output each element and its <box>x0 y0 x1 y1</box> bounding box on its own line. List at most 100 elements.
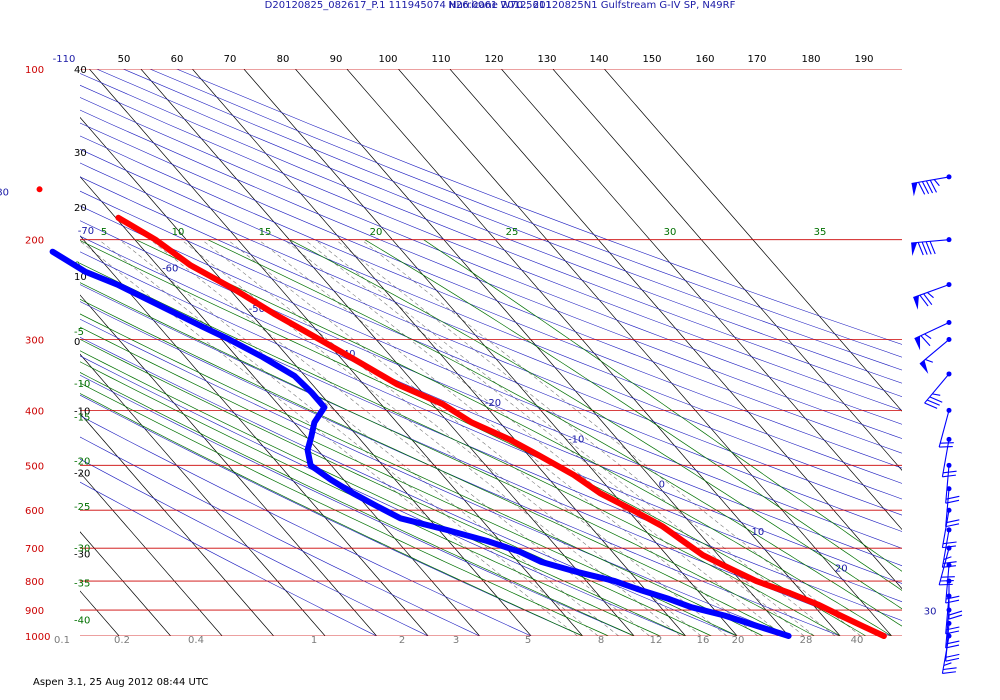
top-temperature-label: 180 <box>801 54 820 65</box>
wind-barb-staff <box>911 239 950 244</box>
mixing-ratio-label: 0.1 <box>54 635 70 646</box>
mixing-ratio-label: 3 <box>453 635 459 646</box>
wind-barb-feather <box>926 399 940 406</box>
dewpoint-trace <box>49 248 792 639</box>
dry-adiabat-left-label: 0 <box>74 337 80 348</box>
top-temperature-label: 120 <box>484 54 503 65</box>
dry-adiabat-line <box>80 220 902 567</box>
wind-barb-staff <box>941 439 950 477</box>
isotherm-label: -80 <box>0 187 9 198</box>
mixing-ratio-label: 1 <box>311 635 317 646</box>
dry-adiabat-line <box>149 69 902 358</box>
wind-barb <box>919 337 952 374</box>
dry-adiabat-left-label: 30 <box>74 148 87 159</box>
moist-adiabat-left-label: -30 <box>74 543 90 554</box>
isotherm-line <box>398 69 892 636</box>
moist-adiabat-left-label: -25 <box>74 502 90 513</box>
chart-title-line-2: N26.0061 W70.5611 <box>448 0 552 11</box>
wind-barb <box>941 436 957 478</box>
pressure-label: 600 <box>25 506 44 517</box>
dry-adiabat-line <box>80 481 378 636</box>
mixing-ratio-label: 28 <box>800 635 813 646</box>
mixing-ratio-label: 0.2 <box>114 635 130 646</box>
sounding-traces <box>36 186 887 639</box>
mixing-ratio-label: 16 <box>697 635 710 646</box>
wind-barb-staff <box>919 339 950 365</box>
pressure-label: 200 <box>25 236 44 247</box>
wind-barb-pennant <box>911 242 918 256</box>
isotherm-line <box>80 116 532 636</box>
dry-adiabat-line <box>80 176 902 516</box>
isotherm-line <box>192 69 686 636</box>
dry-adiabat-line <box>96 69 902 384</box>
dry-adiabat-line <box>176 69 902 345</box>
moist-adiabat-line <box>80 298 789 636</box>
mixing-ratio-line <box>98 239 599 636</box>
isotherm-line <box>604 69 902 412</box>
moist-adiabat-top-label: 20 <box>370 227 383 238</box>
wind-barb <box>911 237 952 256</box>
wind-barb-feather <box>920 335 931 347</box>
pressure-label: 800 <box>25 577 44 588</box>
wind-barb-feather <box>917 182 926 195</box>
pressure-label: 400 <box>25 406 44 417</box>
isotherm-label: -70 <box>78 226 94 237</box>
dry-adiabat-line <box>80 336 738 636</box>
pressure-label: 300 <box>25 336 44 347</box>
temperature-trace <box>115 214 887 639</box>
mixing-ratio-label: 0.4 <box>188 635 204 646</box>
pressure-label: 700 <box>25 544 44 555</box>
isotherm-line <box>80 176 480 636</box>
pressure-label: 100 <box>25 65 44 76</box>
wind-barb-staff <box>945 565 950 604</box>
top-temperature-label: 160 <box>695 54 714 65</box>
wind-barb-staff <box>945 465 950 504</box>
moist-adiabat-line <box>80 382 609 636</box>
wind-barb-feather <box>917 242 924 256</box>
chart-title-line-1: D20120825_082617_P.1 111945074 Hurricane… <box>264 0 736 11</box>
wind-barb-staff <box>945 610 950 648</box>
wind-barb-staff <box>941 529 950 568</box>
wind-barb-feather <box>942 474 956 478</box>
wind-barbs <box>911 174 963 674</box>
moist-adiabat-top-label: 35 <box>814 227 827 238</box>
wind-barb <box>914 320 952 351</box>
wind-barb-pennant <box>919 360 929 374</box>
top-temperature-axis: -110 50 60 70 80 90 100 110 120 130 140 150 160 170 18… <box>53 54 874 65</box>
pressure-label: 500 <box>25 461 44 472</box>
wind-barb-feather <box>923 293 933 305</box>
dry-adiabat-line <box>80 318 790 636</box>
dry-adiabat-line <box>80 415 532 636</box>
moist-adiabat-line <box>80 372 635 636</box>
wind-barb-staff <box>938 410 950 448</box>
moist-adiabat-top-label: 5 <box>101 227 107 238</box>
mixing-ratio-line <box>304 239 805 636</box>
isotherm-label: -50 <box>249 304 265 315</box>
isotherm-line <box>552 69 902 471</box>
dry-adiabat-line <box>80 394 584 636</box>
wind-barb-staff <box>924 373 950 404</box>
moist-adiabat-top-label: 10 <box>172 227 185 238</box>
wind-barb-staff <box>941 635 950 674</box>
mixing-ratio-label: 40 <box>851 635 864 646</box>
isotherm-label: 10 <box>752 527 765 538</box>
dry-adiabat-left-label: -10 <box>74 406 90 417</box>
mixing-ratio-label: 20 <box>732 635 745 646</box>
dry-adiabat-line <box>80 162 902 500</box>
wind-barb-feather <box>945 523 960 528</box>
wind-barb-feather <box>924 333 932 340</box>
mixing-ratio-line <box>361 239 861 636</box>
wind-barb-staff <box>945 595 950 634</box>
wind-barb-feather <box>932 393 941 396</box>
wind-barb-feather <box>943 470 957 474</box>
top-temperature-label: 150 <box>642 54 661 65</box>
dry-adiabat-line <box>80 284 893 636</box>
dry-adiabat-line <box>80 109 902 439</box>
dry-adiabat-line <box>80 251 902 603</box>
wind-barb <box>911 174 952 197</box>
top-temperature-label: -110 <box>53 54 76 65</box>
wind-barb-feather <box>943 662 952 667</box>
dry-adiabat-line <box>80 436 481 636</box>
wind-barb <box>945 607 960 649</box>
